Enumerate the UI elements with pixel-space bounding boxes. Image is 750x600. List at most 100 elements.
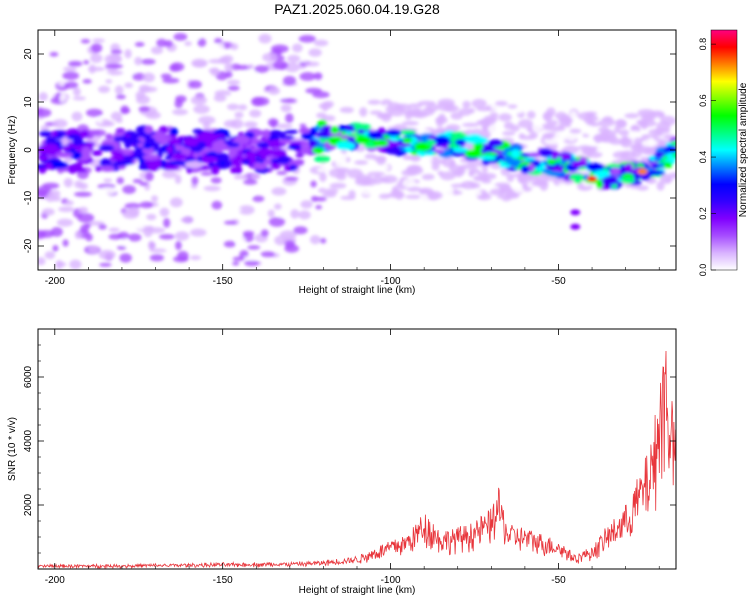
spectrogram-blob [226,103,240,111]
spectrogram-blob [319,172,327,182]
spectrogram-blob [520,165,530,174]
spectrogram-peak [587,175,598,182]
spectrogram-blob [149,248,167,253]
spectrogram-blob [527,152,541,158]
spectrogram-blob [276,170,288,176]
snr-y-tick-label: 6000 [23,365,34,388]
spectrogram-blob [268,217,286,227]
spectrogram-blob [185,157,196,162]
spectrogram-blob [190,255,202,261]
spectrogram-blob [83,223,92,228]
spectrogram-blob [173,33,188,41]
spectrogram-blob [338,124,347,132]
spectrogram-blob [120,108,131,114]
spectrogram-blob [184,137,199,147]
spectrogram-blob [81,146,91,156]
snr-x-tick-label: -50 [551,575,566,586]
spectrogram-blob [184,41,192,46]
colorbar-tick-labels: 0.0 0.2 0.4 0.6 0.8 [698,38,716,276]
spectrogram-blob [42,143,59,153]
spectrogram-blob [354,160,369,165]
spectrogram-blob [92,38,105,43]
spectrogram-blob [148,240,155,251]
spectrogram-blob [506,173,515,183]
spectrogram-blob [174,174,182,185]
spectrogram-blob [134,56,143,66]
spectrogram-blob [232,256,245,262]
spectrogram-blob [254,65,269,73]
spectrogram-blob [62,71,80,81]
spectrogram-blob [515,107,523,114]
spectrogram-blob [298,127,311,135]
spectrogram-blob [267,209,275,218]
spectrogram-blob [59,94,67,103]
snr-y-tick-labels: 2000 4000 6000 [23,365,34,516]
spectrogram-blob [234,111,244,119]
spectrogram-blob [115,159,134,166]
spectrogram-blob [501,193,512,202]
spectrogram-blob [92,129,107,137]
spectrogram-blob [284,129,299,134]
spectrogram-blob [585,153,592,159]
spectrogram-blob [231,161,243,167]
spectrogram-blob [109,155,125,161]
spectrogram-blob [581,146,597,155]
spectrogram-blob [355,147,365,153]
spectrogram-blob [269,131,287,137]
spectrogram-blob [386,129,402,137]
spectrogram-blob [128,233,142,242]
spectrogram-blob [117,231,130,240]
spectrogram-peak [546,159,557,165]
spectrogram-blob [614,124,621,134]
spectrogram-blob [247,64,255,69]
spectrogram-blob [174,231,190,241]
spectrogram-x-tick-label: -100 [381,276,401,287]
spectrogram-blob [487,124,501,135]
spectrogram-blob [252,96,270,106]
spectrogram-blob [421,173,435,181]
spectrogram-blob [224,207,242,213]
spectrogram-blob [647,137,656,147]
spectrogram-blob [462,100,471,109]
spectrogram-blob [239,191,254,197]
spectrogram-blob [289,164,298,172]
spectrogram-blob [305,87,322,94]
spectrogram-blob [274,203,282,210]
spectrogram-blob [321,115,336,122]
spectrogram-blob [320,237,327,244]
spectrogram-blob [638,118,648,128]
spectrogram-blob [435,117,444,127]
spectrogram-blob [299,72,316,81]
spectrogram-blob [91,150,103,157]
spectrogram-blob [546,119,559,126]
spectrogram-blob [309,235,321,245]
spectrogram-blob [267,118,279,127]
spectrogram-blob [498,113,512,122]
spectrogram-blob [462,122,480,128]
spectrogram-y-tick-label: -20 [23,238,34,253]
spectrogram-x-tick-labels: -200 -150 -100 -50 [45,276,566,287]
colorbar-label: Normalized spectral amplitude [738,82,749,217]
spectrogram-peak [637,168,648,175]
spectrogram-blob [64,156,73,163]
spectrogram-blob [275,123,293,129]
spectrogram-blob [279,98,297,103]
spectrogram-blob [250,173,261,180]
spectrogram-blob [298,210,311,220]
spectrogram-blob [190,36,200,41]
spectrogram-blob [364,153,377,160]
spectrogram-x-tick-label: -150 [213,276,233,287]
spectrogram-blob [308,138,318,148]
spectrogram-blob [225,71,233,78]
spectrogram-blob [465,134,484,144]
spectrogram-blob [567,134,577,141]
spectrogram-blob [137,49,151,56]
spectrogram-blob [468,107,475,114]
spectrogram-blob [612,151,630,159]
spectrogram-blob [531,179,549,187]
spectrogram-blob [471,98,487,109]
spectrogram-blob [260,251,275,258]
spectrogram-blob [190,228,207,237]
spectrogram-blob [78,206,89,214]
spectrogram-blob [317,167,332,174]
